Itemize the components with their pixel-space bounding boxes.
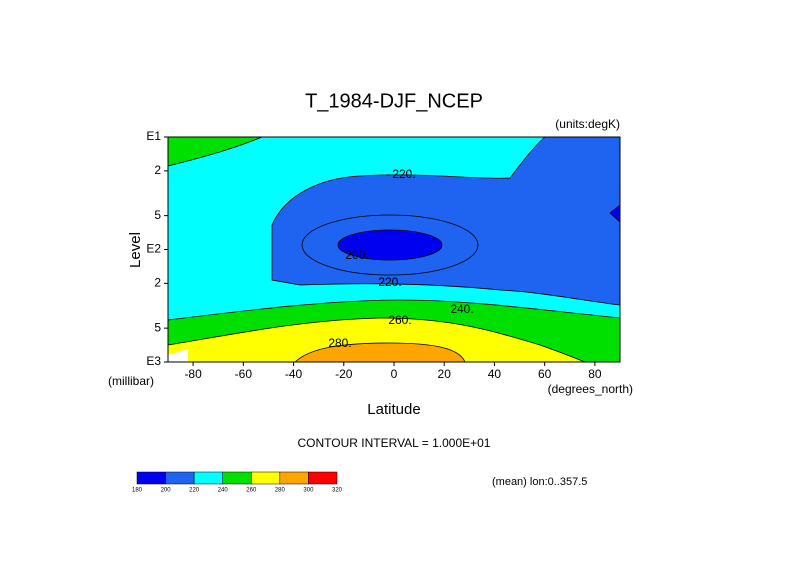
y-tick-label: 5 [154, 320, 161, 334]
x-tick-label: 80 [588, 367, 602, 381]
colorbar-box [251, 471, 281, 485]
contour-label: 220. [392, 167, 415, 181]
contour-region [337, 229, 443, 261]
y-tick-label: 2 [154, 163, 161, 177]
contour-region [293, 342, 466, 363]
x-tick-label: 60 [538, 367, 552, 381]
contour-interval: CONTOUR INTERVAL = 1.000E+01 [298, 436, 491, 450]
y-tick-label: E1 [146, 129, 161, 143]
contour-label: 260. [388, 313, 411, 327]
x-tick-label: 40 [488, 367, 502, 381]
x-tick-label: 20 [438, 367, 452, 381]
chart-title: T_1984-DJF_NCEP [305, 90, 483, 112]
y-tick-label: E2 [146, 242, 161, 256]
x-units: (degrees_north) [548, 382, 633, 396]
contour-region [167, 136, 263, 167]
plot-area [167, 136, 621, 363]
x-tick-label: -60 [235, 367, 253, 381]
y-tick-label: 2 [154, 276, 161, 290]
y-units: (millibar) [108, 374, 154, 388]
contour-region [271, 136, 621, 306]
colorbar-box [222, 471, 252, 485]
contour-label: 280. [328, 336, 351, 350]
x-tick-label: -40 [285, 367, 303, 381]
x-tick-label: -80 [184, 367, 202, 381]
y-tick-label: E3 [146, 354, 161, 368]
colorbar-label: 320 [332, 488, 343, 494]
colorbar-box [279, 471, 309, 485]
contour-region [167, 317, 586, 363]
x-axis-label: Latitude [367, 401, 420, 418]
units-label: (units:degK) [555, 117, 620, 131]
contour-label: 220. [378, 275, 401, 289]
y-tick-label: 5 [154, 208, 161, 222]
colorbar-label: 180 [132, 488, 143, 494]
x-tick-label: 0 [391, 367, 398, 381]
missing-area [168, 349, 188, 362]
colorbar-label: 240 [218, 488, 229, 494]
y-axis-label: Level [127, 232, 144, 268]
x-tick-label: -20 [335, 367, 353, 381]
colorbar-label: 200 [161, 488, 172, 494]
colorbar-label: 260 [246, 488, 257, 494]
colorbar-label: 280 [275, 488, 286, 494]
colorbar-box [165, 471, 195, 485]
colorbar-box [308, 471, 338, 485]
contour-label: 200. [345, 248, 368, 262]
colorbar-box [193, 471, 223, 485]
colorbar-label: 220 [189, 488, 200, 494]
contour-label: 240. [450, 302, 473, 316]
footer-note: (mean) lon:0..357.5 [492, 476, 587, 488]
colorbar-label: 300 [303, 488, 314, 494]
colorbar-box [136, 471, 166, 485]
contour-line [301, 214, 479, 276]
